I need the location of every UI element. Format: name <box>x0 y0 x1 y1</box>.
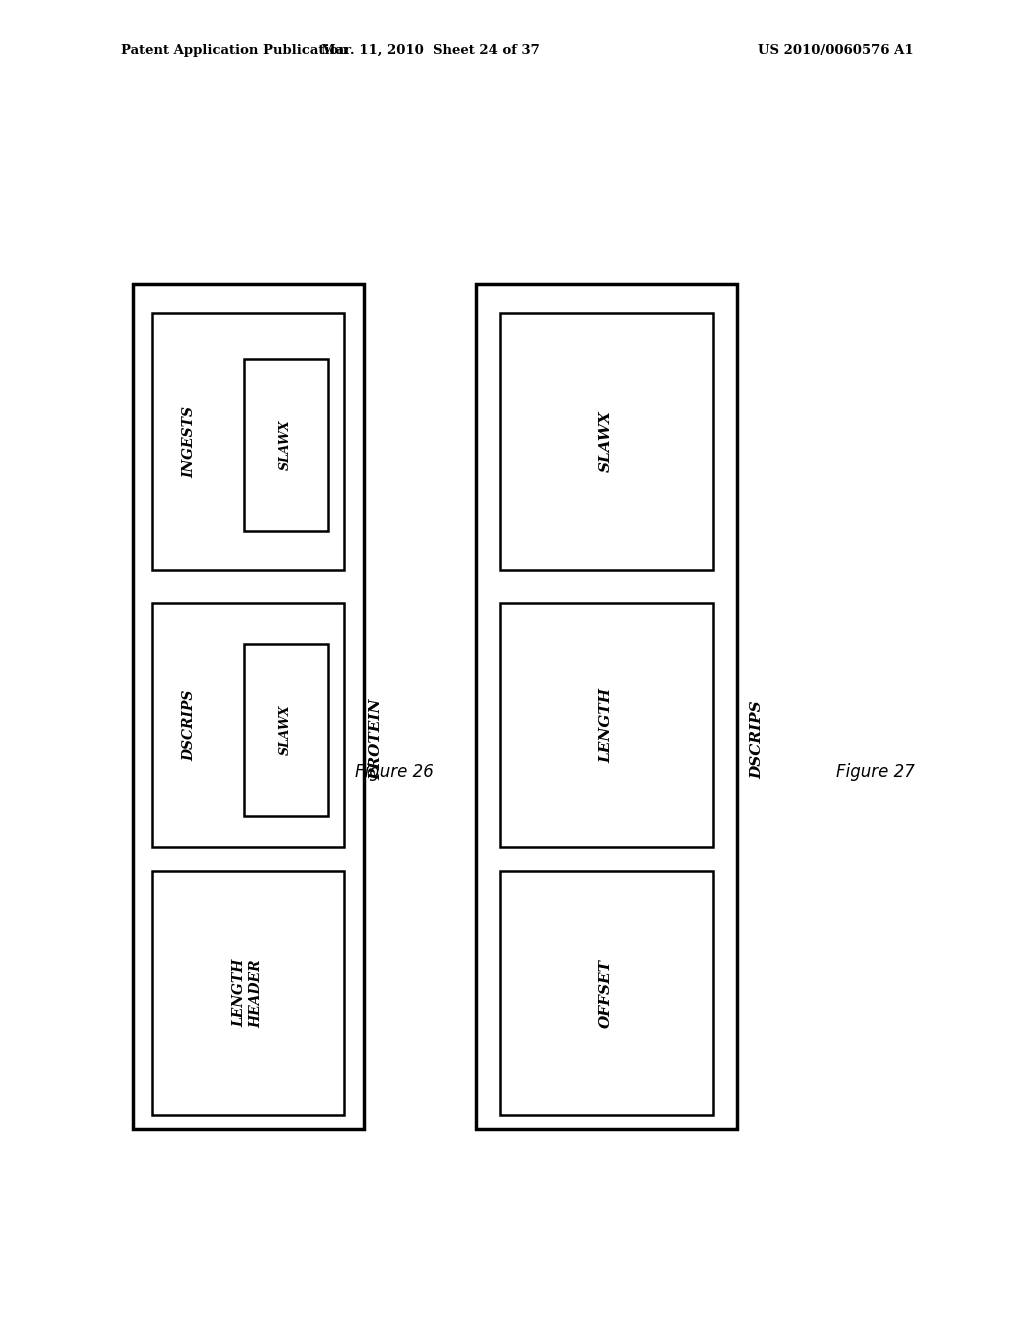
Text: Figure 27: Figure 27 <box>836 763 915 781</box>
Text: SLAWX: SLAWX <box>280 420 292 470</box>
Text: INGESTS: INGESTS <box>182 405 197 478</box>
Text: LENGTH
HEADER: LENGTH HEADER <box>232 960 263 1027</box>
Text: DSCRIPS: DSCRIPS <box>751 700 765 779</box>
Bar <box>244 359 328 531</box>
Bar <box>500 603 713 847</box>
Text: DSCRIPS: DSCRIPS <box>182 689 197 762</box>
Bar <box>152 603 344 847</box>
Text: SLAWX: SLAWX <box>599 411 613 473</box>
Bar <box>476 284 737 1129</box>
Text: SLAWX: SLAWX <box>280 705 292 755</box>
Text: PROTEIN: PROTEIN <box>370 698 384 780</box>
Text: Mar. 11, 2010  Sheet 24 of 37: Mar. 11, 2010 Sheet 24 of 37 <box>321 44 540 57</box>
Bar <box>133 284 364 1129</box>
Text: LENGTH: LENGTH <box>599 688 613 763</box>
Bar <box>500 313 713 570</box>
Bar <box>152 313 344 570</box>
Text: Figure 26: Figure 26 <box>354 763 434 781</box>
Text: OFFSET: OFFSET <box>599 958 613 1028</box>
Bar <box>500 871 713 1115</box>
Text: US 2010/0060576 A1: US 2010/0060576 A1 <box>758 44 913 57</box>
Text: Patent Application Publication: Patent Application Publication <box>121 44 347 57</box>
Bar <box>244 644 328 816</box>
Bar <box>152 871 344 1115</box>
